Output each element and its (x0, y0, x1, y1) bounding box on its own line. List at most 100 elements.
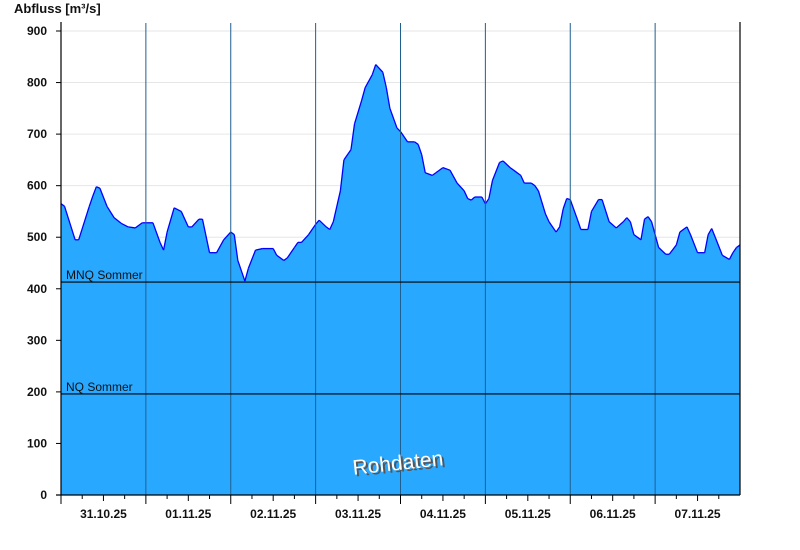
discharge-line-segment (711, 228, 716, 238)
discharge-line-segment (689, 234, 699, 253)
discharge-line-segment (703, 234, 709, 253)
discharge-line-segment (559, 208, 564, 228)
discharge-line-segment (375, 64, 384, 73)
discharge-line-segment (658, 247, 667, 255)
discharge-line-segment (520, 175, 525, 184)
x-tick-label: 05.11.25 (505, 507, 551, 521)
discharge-line-segment (456, 182, 465, 192)
discharge-line-segment (675, 231, 681, 246)
discharge-line-segment (237, 260, 246, 282)
x-tick-label: 03.11.25 (335, 507, 381, 521)
discharge-line-segment (732, 247, 737, 254)
discharge-line-segment (99, 188, 108, 207)
discharge-line-segment (332, 190, 342, 222)
discharge-line-segment (315, 219, 320, 225)
discharge-line-segment (152, 222, 161, 243)
discharge-line-segment (180, 211, 189, 228)
discharge-line-segment (728, 252, 734, 260)
discharge-line-segment (399, 131, 409, 143)
discharge-line-segment (513, 169, 522, 176)
discharge-line-segment (679, 226, 688, 233)
discharge-line-segment (548, 221, 557, 233)
discharge-line-segment (449, 169, 458, 184)
discharge-line-segment (272, 248, 278, 256)
discharge-line-segment (308, 223, 317, 236)
discharge-line-segment (162, 231, 168, 251)
discharge-line-segment (463, 190, 469, 199)
discharge-line-segment (329, 221, 334, 230)
discharge-line-segment (385, 87, 391, 109)
y-tick-label: 800 (27, 76, 47, 90)
discharge-line-segment (216, 239, 225, 254)
y-tick-label: 900 (27, 24, 47, 38)
discharge-line-segment (88, 195, 94, 207)
discharge-line-segment (173, 207, 182, 213)
discharge-line-segment (425, 172, 433, 176)
discharge-line-segment (191, 218, 200, 228)
discharge-line-segment (707, 228, 713, 235)
discharge-line-segment (371, 64, 377, 76)
discharge-line-segment (721, 254, 730, 260)
discharge-line-segment (714, 236, 723, 256)
discharge-line-segment (608, 221, 617, 229)
discharge-line-segment (414, 141, 419, 145)
discharge-line-segment (640, 219, 646, 240)
discharge-line-segment (382, 72, 387, 88)
discharge-line-segment (389, 108, 398, 129)
y-axis-label: Abfluss [m³/s] (14, 1, 101, 16)
discharge-line-segment (668, 244, 677, 255)
discharge-line-segment (96, 186, 101, 189)
discharge-line-segment (159, 242, 165, 251)
discharge-line-segment (647, 216, 653, 223)
y-tick-label: 400 (27, 282, 47, 296)
discharge-line-segment (590, 199, 600, 212)
x-tick-label: 06.11.25 (590, 507, 636, 521)
discharge-line-segment (644, 216, 649, 220)
discharge-line-segment (484, 198, 490, 205)
discharge-line-segment (629, 221, 635, 235)
discharge-line-segment (502, 160, 511, 169)
discharge-line-segment (537, 190, 547, 215)
discharge-line-segment (622, 217, 628, 223)
discharge-line-segment (283, 257, 288, 261)
discharge-line-segment (534, 185, 539, 192)
discharge-line-segment (166, 207, 175, 233)
discharge-line-segment (442, 167, 451, 171)
discharge-line-segment (569, 199, 578, 220)
discharge-line-segment (230, 231, 235, 236)
y-tick-label: 500 (27, 230, 47, 244)
y-tick-label: 600 (27, 179, 47, 193)
x-tick-label: 02.11.25 (250, 507, 296, 521)
discharge-line-segment (417, 144, 423, 155)
discharge-line-segment (255, 247, 263, 251)
x-tick-label: 31.10.25 (80, 507, 127, 521)
discharge-line-segment (360, 87, 366, 101)
discharge-line-segment (343, 149, 352, 161)
y-tick-label: 700 (27, 127, 47, 141)
discharge-line-segment (128, 226, 136, 229)
discharge-line-segment (223, 231, 232, 241)
discharge-line-segment (555, 226, 561, 233)
discharge-line-segment (78, 206, 90, 240)
discharge-line-segment (686, 226, 692, 235)
y-tick-label: 100 (27, 436, 47, 450)
discharge-line-segment (113, 217, 122, 224)
x-tick-label: 04.11.25 (420, 507, 466, 521)
discharge-line-segment (63, 206, 76, 240)
discharge-line-segment (350, 123, 356, 150)
discharge-line-segment (106, 205, 115, 218)
y-tick-label: 200 (27, 385, 47, 399)
discharge-line-segment (601, 199, 610, 222)
discharge-line-segment (318, 219, 327, 228)
reference-line-label: NQ Sommer (66, 380, 133, 394)
x-tick-label: 01.11.25 (165, 507, 211, 521)
discharge-line-segment (233, 234, 239, 261)
discharge-line-segment (530, 182, 536, 187)
discharge-line-segment (626, 217, 631, 223)
discharge-line-segment (286, 247, 295, 259)
discharge-line-segment (244, 267, 250, 282)
discharge-line-segment (615, 221, 624, 229)
y-tick-label: 300 (27, 333, 47, 347)
discharge-line-segment (491, 162, 501, 181)
